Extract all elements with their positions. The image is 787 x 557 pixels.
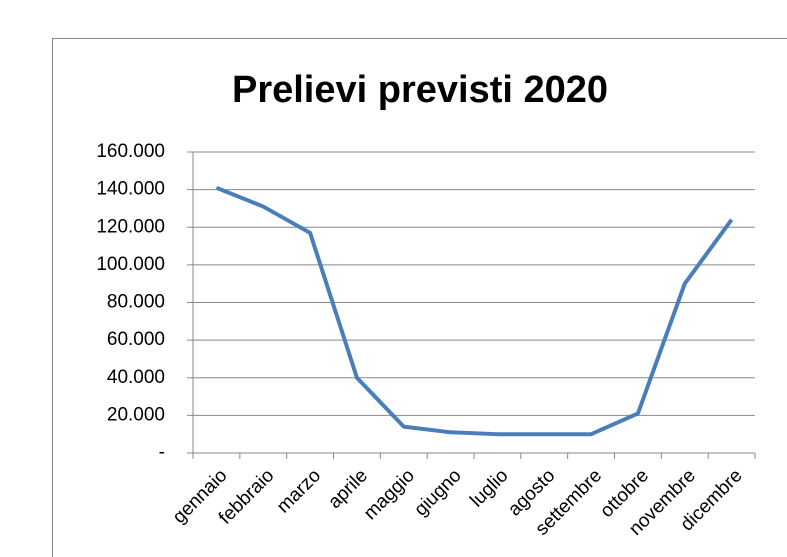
y-tick-label: 140.000 [96, 179, 165, 200]
y-tick-label: 100.000 [96, 254, 165, 275]
y-tick-label: 120.000 [96, 216, 165, 237]
chart-frame [52, 38, 787, 557]
y-tick-label: 20.000 [107, 404, 165, 425]
y-tick-label: - [159, 442, 165, 463]
y-tick-label: 60.000 [107, 329, 165, 350]
chart-title: Prelievi previsti 2020 [232, 69, 608, 111]
data-line [215, 185, 734, 437]
y-tick-label: 80.000 [107, 292, 165, 313]
y-tick-label: 160.000 [96, 141, 165, 162]
y-tick-label: 40.000 [107, 367, 165, 388]
